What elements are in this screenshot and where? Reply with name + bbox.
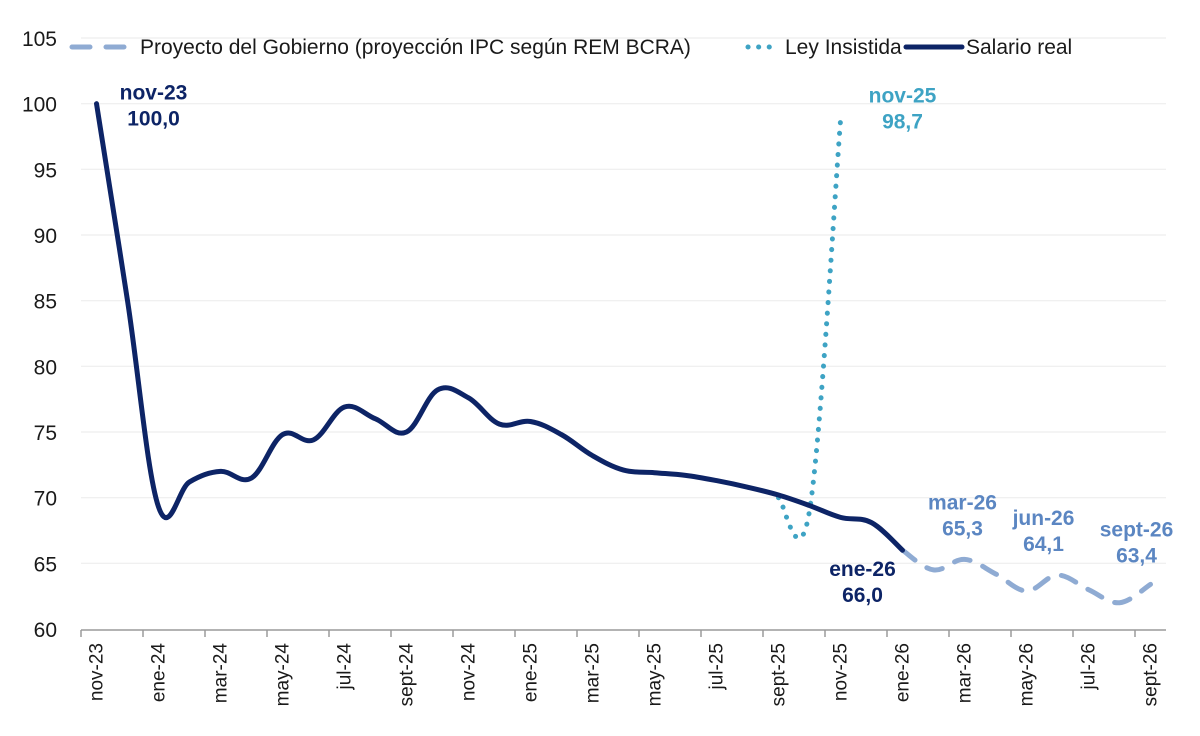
series-line-dashed bbox=[900, 547, 1153, 606]
series-line-dotted bbox=[776, 118, 843, 541]
x-tick-label: jul-26 bbox=[1079, 643, 1100, 690]
x-tick-label: mar-24 bbox=[211, 643, 232, 704]
y-tick-label: 105 bbox=[22, 28, 57, 51]
x-tick-label: may-24 bbox=[273, 643, 294, 707]
x-tick-label: jul-25 bbox=[707, 643, 728, 690]
y-tick-label: 100 bbox=[22, 94, 57, 117]
y-tick-label: 90 bbox=[34, 225, 57, 248]
series-line-solid bbox=[94, 101, 905, 553]
y-axis: 60 65 70 75 80 85 90 95 100 105 bbox=[22, 28, 57, 642]
x-tick-label: ene-26 bbox=[893, 643, 914, 702]
annotation-value: 64,1 bbox=[1023, 533, 1064, 556]
annotation-value: 63,4 bbox=[1116, 544, 1157, 567]
annotation-value: 65,3 bbox=[942, 517, 983, 540]
y-tick-label: 60 bbox=[34, 619, 57, 642]
x-tick-label: sept-25 bbox=[769, 643, 790, 706]
x-tick-label: may-26 bbox=[1017, 643, 1038, 706]
legend-label: Ley Insistida bbox=[785, 36, 902, 59]
x-tick-label: mar-26 bbox=[955, 643, 976, 703]
annotation-label: ene-26 bbox=[829, 558, 896, 581]
y-tick-label: 70 bbox=[34, 488, 57, 511]
x-tick-label: nov-25 bbox=[831, 643, 852, 701]
x-tick-label: may-25 bbox=[645, 643, 666, 706]
x-tick-label: mar-25 bbox=[583, 643, 604, 703]
annotation-value: 66,0 bbox=[842, 584, 883, 607]
annotation-label: sept-26 bbox=[1100, 518, 1174, 541]
y-tick-label: 80 bbox=[34, 356, 57, 379]
annotation-label: jun-26 bbox=[1012, 507, 1075, 530]
annotation-label: nov-23 bbox=[120, 82, 188, 105]
x-tick-label: ene-24 bbox=[149, 643, 170, 703]
series-lines bbox=[94, 101, 1153, 606]
x-tick-label: nov-23 bbox=[87, 643, 108, 701]
annotation-value: 100,0 bbox=[127, 108, 180, 131]
x-tick-label: nov-24 bbox=[459, 643, 480, 702]
y-tick-label: 75 bbox=[34, 422, 57, 445]
annotations: nov-23 100,0 nov-25 98,7 ene-26 66,0 mar-26 65,… bbox=[120, 82, 1174, 608]
gridlines bbox=[81, 37, 1166, 564]
annotation-label: nov-25 bbox=[869, 85, 937, 108]
annotation-label: mar-26 bbox=[928, 491, 997, 514]
y-tick-label: 85 bbox=[34, 291, 57, 314]
y-tick-label: 65 bbox=[34, 553, 57, 576]
x-tick-label: ene-25 bbox=[521, 643, 542, 702]
legend: Proyecto del Gobierno (proyección IPC se… bbox=[69, 36, 1072, 59]
x-tick-label: jul-24 bbox=[335, 643, 356, 691]
x-tick-label: sept-26 bbox=[1141, 643, 1162, 706]
legend-label: Proyecto del Gobierno (proyección IPC se… bbox=[140, 36, 691, 59]
annotation-value: 98,7 bbox=[882, 111, 923, 134]
x-axis: nov-23 ene-24 mar-24 may-24 jul-24 sept-24 nov… bbox=[80, 629, 1166, 707]
x-tick-label: sept-24 bbox=[397, 643, 418, 707]
legend-label: Salario real bbox=[966, 36, 1072, 59]
y-tick-label: 95 bbox=[34, 159, 57, 182]
